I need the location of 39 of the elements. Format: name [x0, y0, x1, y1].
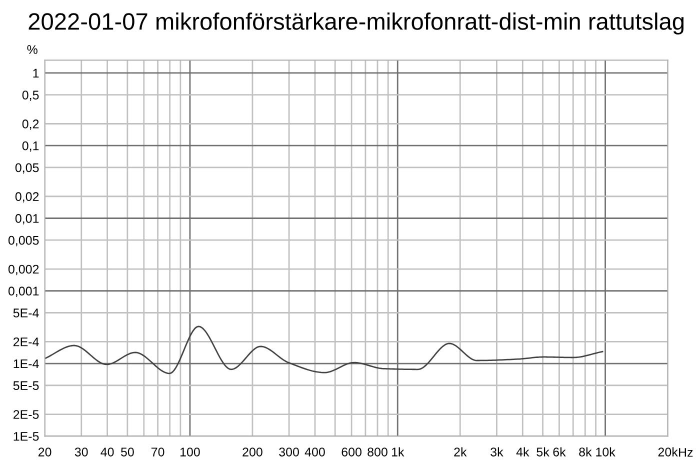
x-tick-label: 40 — [100, 448, 114, 456]
x-axis-title: Hz — [679, 448, 693, 457]
y-tick-label: 0,001 — [8, 286, 39, 298]
y-tick-label: 0,01 — [15, 214, 39, 224]
y-tick-label: 0,05 — [15, 163, 39, 174]
x-tick-label: 1k — [392, 447, 404, 456]
y-tick-label: 1E-4 — [14, 359, 39, 368]
x-tick-label: 10k — [596, 447, 616, 456]
y-tick-label: 5E-4 — [13, 308, 39, 318]
y-tick-label: 0,002 — [8, 264, 39, 276]
y-tick-label: 0,2 — [22, 120, 39, 130]
y-tick-label: 2E-4 — [13, 337, 39, 346]
chart-title: 2022-01-07 mikrofonförstärkare-mikrofonratt-dist-min rattutslag — [28, 12, 684, 35]
x-tick-label: 100 — [180, 448, 200, 456]
x-tick-label: 6k — [553, 447, 566, 456]
y-tick-label: 0,1 — [22, 141, 39, 152]
y-tick-label: 1 — [33, 68, 39, 78]
x-tick-label: 30 — [74, 448, 88, 456]
x-tick-label: 5k — [536, 447, 550, 456]
y-axis-title: % — [27, 45, 38, 54]
x-tick-label: 4k — [516, 447, 530, 456]
x-tick-label: 2k — [454, 447, 467, 456]
y-tick-label: 0,5 — [22, 90, 39, 101]
x-tick-label: 300 — [279, 448, 299, 456]
x-tick-label: 70 — [151, 448, 164, 456]
x-tick-label: 800 — [368, 448, 388, 456]
y-tick-label: 0,02 — [15, 192, 39, 203]
x-tick-label: 200 — [242, 448, 262, 456]
y-tick-label: 1E-5 — [14, 432, 39, 441]
x-tick-label: 8k — [579, 447, 592, 456]
x-tick-label: 20 — [38, 448, 52, 456]
y-tick-label: 0,005 — [8, 236, 39, 246]
y-tick-label: 2E-5 — [13, 410, 39, 419]
x-tick-label: 50 — [120, 448, 134, 456]
x-tick-label: 3k — [490, 447, 504, 456]
x-tick-label: 400 — [304, 448, 325, 456]
x-tick-label: 600 — [342, 448, 362, 456]
y-tick-label: 5E-5 — [13, 381, 39, 390]
x-tick-label: 20k — [658, 447, 678, 456]
